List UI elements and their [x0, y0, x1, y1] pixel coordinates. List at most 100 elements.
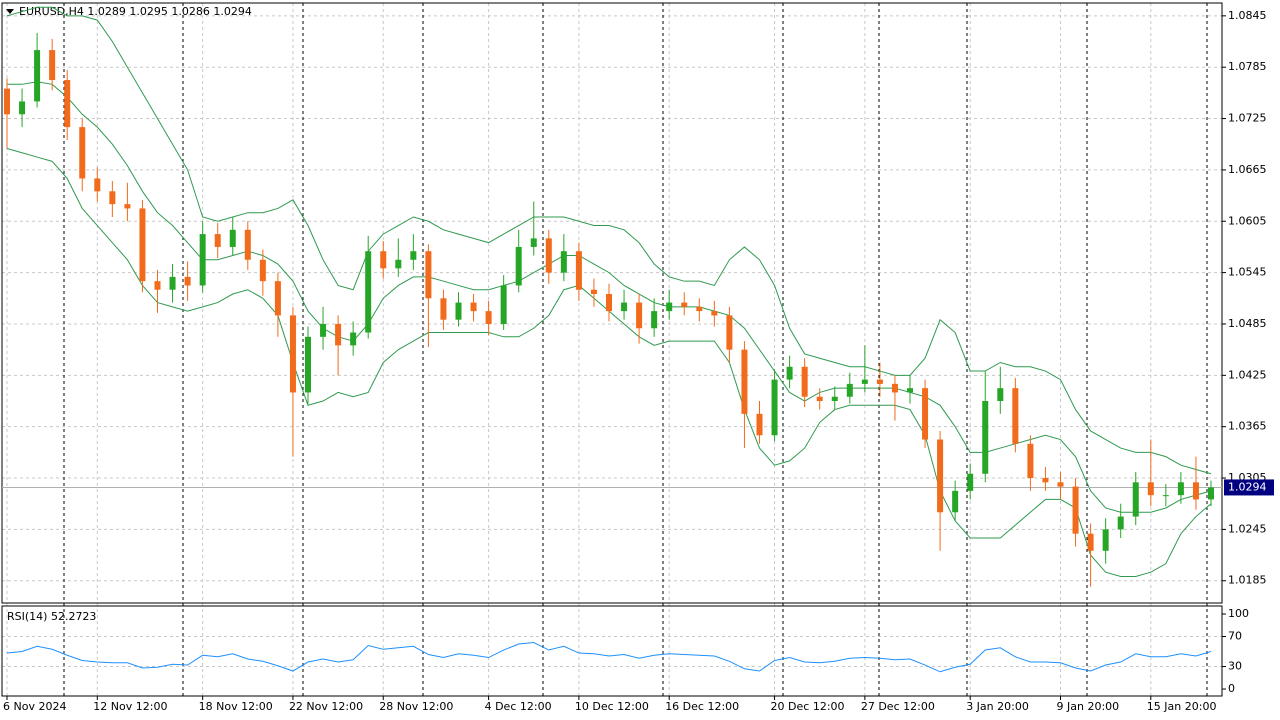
candle-body	[289, 315, 296, 393]
candle-body	[711, 311, 718, 316]
y-tick-label: 1.0725	[1228, 112, 1267, 125]
bollinger-band	[7, 81, 1212, 513]
candle-body	[335, 323, 342, 346]
candle-body	[651, 311, 658, 329]
candle-body	[365, 251, 372, 333]
x-tick-label: 22 Nov 12:00	[289, 700, 363, 713]
y-tick-label: 0	[1228, 682, 1235, 695]
candle-body	[49, 50, 56, 81]
candle-body	[907, 388, 913, 393]
candle-body	[515, 246, 522, 286]
candle-body	[259, 259, 266, 282]
candle-body	[1072, 486, 1079, 534]
candle-body	[696, 306, 703, 312]
x-tick-label: 3 Jan 20:00	[966, 700, 1029, 713]
x-tick-label: 15 Jan 20:00	[1147, 700, 1217, 713]
x-tick-label: 28 Nov 12:00	[379, 700, 453, 713]
y-tick-label: 1.0605	[1228, 214, 1267, 227]
candle-body	[214, 234, 221, 247]
candle-body	[741, 349, 748, 414]
candle-body	[305, 336, 311, 393]
y-tick-label: 1.0665	[1228, 163, 1267, 176]
candle-body	[1162, 495, 1169, 497]
candle-body	[816, 396, 823, 402]
candle-body	[786, 366, 793, 380]
candle-body	[1117, 516, 1124, 530]
y-tick-label: 70	[1228, 630, 1242, 643]
candle-body	[274, 281, 281, 316]
candle-body	[575, 251, 582, 290]
rsi-line	[6, 642, 1212, 673]
candle-body	[79, 127, 86, 179]
candle-body	[425, 251, 432, 299]
candle-body	[64, 80, 71, 128]
candle-body	[756, 413, 763, 436]
y-tick-label: 1.0245	[1228, 522, 1267, 535]
candle-body	[1177, 482, 1184, 496]
main-frame	[1, 2, 1223, 604]
y-tick-label: 100	[1228, 607, 1249, 620]
candle-body	[1192, 482, 1199, 500]
candle-body	[94, 178, 101, 192]
rsi-title: RSI(14) 52.2723	[7, 610, 96, 623]
candle-body	[1012, 388, 1019, 444]
candle-body	[771, 379, 778, 436]
bollinger-band	[6, 6, 1212, 475]
collapse-icon[interactable]	[6, 9, 14, 14]
candle-body	[350, 332, 357, 346]
candle-body	[606, 294, 612, 312]
candle-body	[1132, 482, 1139, 517]
candle-body	[154, 281, 161, 290]
candle-body	[410, 251, 417, 260]
candle-body	[455, 302, 462, 320]
x-tick-label: 27 Dec 12:00	[861, 700, 935, 713]
y-tick-label: 1.0365	[1228, 420, 1267, 433]
candle-body	[1042, 478, 1049, 483]
candle-body	[1057, 482, 1064, 487]
candle-body	[500, 285, 507, 324]
x-tick-label: 9 Jan 20:00	[1057, 700, 1120, 713]
x-tick-label: 16 Dec 12:00	[665, 700, 739, 713]
candle-body	[34, 50, 41, 102]
candle-body	[1102, 529, 1109, 551]
period-separators	[63, 3, 1208, 696]
y-tick-label: 1.0845	[1228, 9, 1267, 22]
candle-body	[831, 396, 838, 402]
x-tick-label: 12 Nov 12:00	[93, 700, 167, 713]
candle-body	[621, 302, 628, 312]
candle-body	[244, 229, 251, 260]
candle-body	[4, 88, 10, 115]
candle-body	[229, 229, 236, 247]
candle-body	[124, 204, 131, 209]
candle-body	[184, 276, 191, 286]
last-price-tag	[1224, 479, 1274, 496]
x-tick-label: 20 Dec 12:00	[771, 700, 845, 713]
candle-body	[801, 366, 808, 397]
candle-body	[109, 191, 116, 205]
candle-body	[1147, 482, 1154, 496]
candle-body	[681, 302, 688, 307]
candle-body	[1087, 533, 1094, 551]
y-tick-label: 30	[1228, 660, 1242, 673]
candle-body	[590, 289, 597, 295]
candle-body	[982, 401, 989, 474]
candle-body	[199, 234, 206, 286]
x-tick-label: 10 Dec 12:00	[575, 700, 649, 713]
y-tick-label: 1.0545	[1228, 266, 1267, 279]
y-tick-label: 1.0485	[1228, 317, 1267, 330]
candle-body	[380, 251, 387, 269]
candle-body	[169, 276, 176, 290]
y-tick-label: 1.0785	[1228, 60, 1267, 73]
candle-body	[1208, 487, 1214, 500]
candle-body	[320, 323, 327, 337]
candle-body	[485, 311, 492, 324]
rsi-frame	[1, 605, 1223, 697]
candle-body	[997, 388, 1004, 402]
x-tick-label: 6 Nov 2024	[3, 700, 66, 713]
candle-body	[861, 379, 868, 384]
candle-body	[19, 101, 26, 115]
candle-body	[560, 251, 567, 273]
candle-body	[139, 208, 146, 282]
